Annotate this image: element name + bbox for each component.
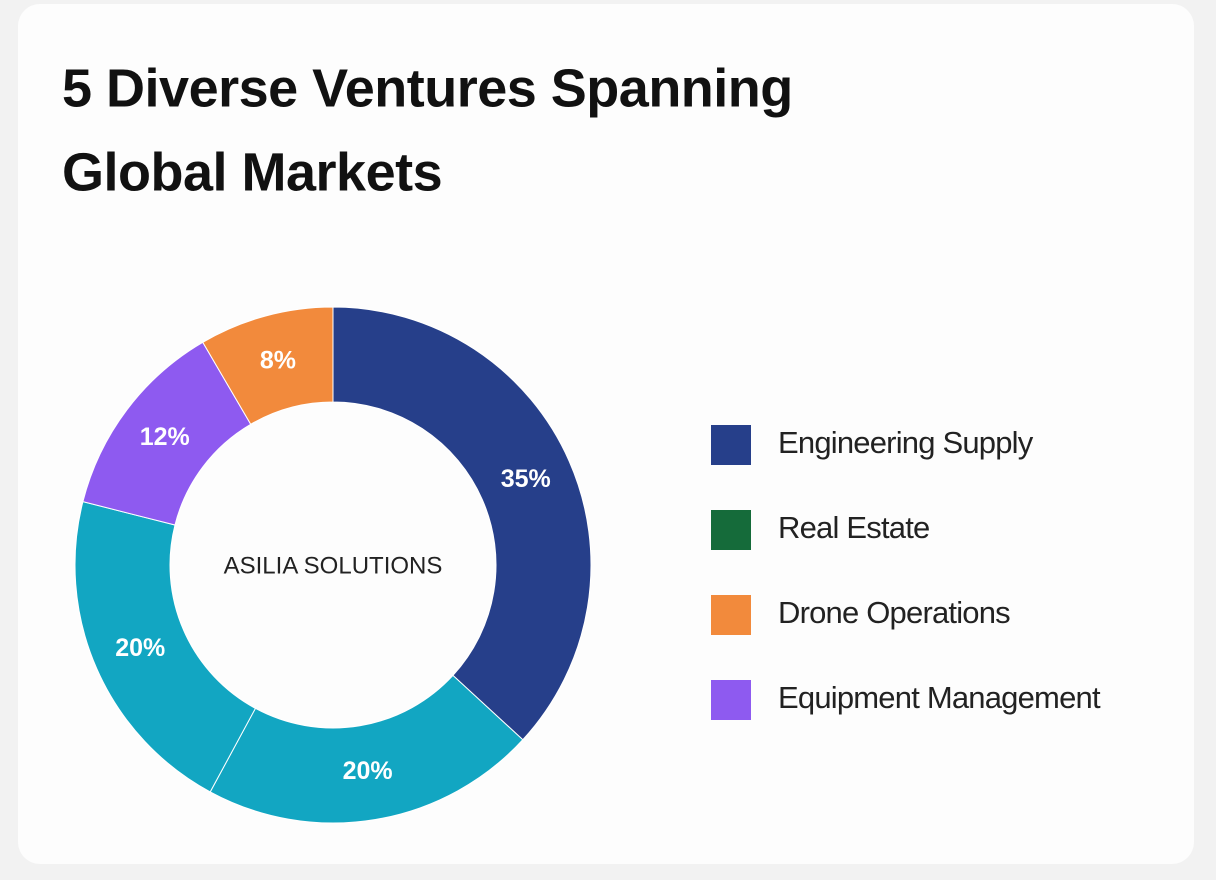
slice-label: 35%: [501, 465, 551, 493]
slice-label: 20%: [343, 757, 393, 785]
legend-swatch: [711, 510, 751, 550]
legend-swatch: [711, 425, 751, 465]
legend-label: Drone Operations: [778, 595, 1010, 630]
center-label: ASILIA SOLUTIONS: [224, 552, 443, 579]
legend-label: Engineering Supply: [778, 425, 1034, 460]
slice-label: 12%: [140, 423, 190, 451]
legend-label: Real Estate: [778, 510, 929, 545]
chart-title: Global Markets: [62, 142, 442, 202]
legend-label: Equipment Management: [778, 680, 1101, 715]
donut-slice: [74, 501, 257, 793]
slice-label: 20%: [115, 634, 165, 662]
donut-slice: [209, 674, 524, 824]
legend-swatch: [711, 595, 751, 635]
donut-slice: [332, 306, 592, 741]
chart-title: 5 Diverse Ventures Spanning: [62, 58, 793, 118]
slice-label: 8%: [260, 346, 296, 374]
legend-swatch: [711, 680, 751, 720]
donut-slice: [202, 306, 334, 425]
